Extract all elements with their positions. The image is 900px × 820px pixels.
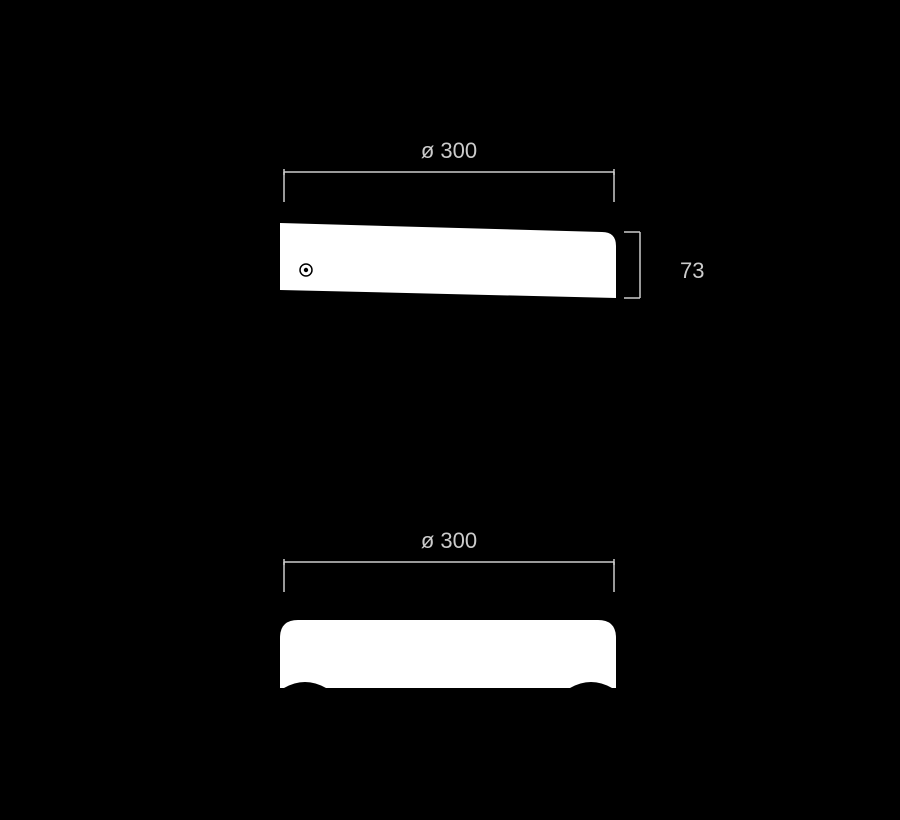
bottom-profile-body [280,620,616,688]
technical-drawing: ø 300 73 ø 300 [0,0,900,820]
top-profile-body [280,223,616,298]
bottom-width-label: ø 300 [421,528,477,553]
top-height-label: 73 [680,258,704,283]
top-width-label: ø 300 [421,138,477,163]
